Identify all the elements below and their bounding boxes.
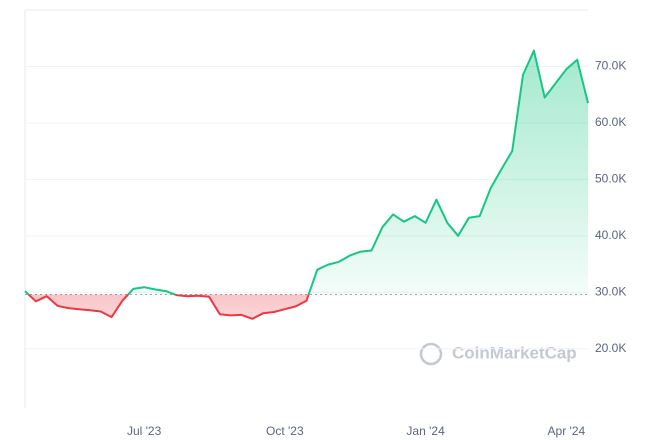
y-tick-label: 70.0K [595, 59, 626, 73]
y-tick-label: 20.0K [595, 341, 626, 355]
x-tick-label: Jul '23 [127, 424, 162, 438]
y-tick-label: 50.0K [595, 172, 626, 186]
y-tick-label: 60.0K [595, 115, 626, 129]
y-tick-label: 40.0K [595, 228, 626, 242]
watermark: CoinMarketCap [452, 343, 577, 362]
y-tick-label: 30.0K [595, 284, 626, 298]
price-line [24, 49, 589, 320]
x-tick-label: Apr '24 [548, 424, 586, 438]
x-tick-label: Jan '24 [406, 424, 445, 438]
x-tick-label: Oct '23 [266, 424, 304, 438]
watermark-logo [419, 342, 443, 366]
area [25, 50, 588, 319]
